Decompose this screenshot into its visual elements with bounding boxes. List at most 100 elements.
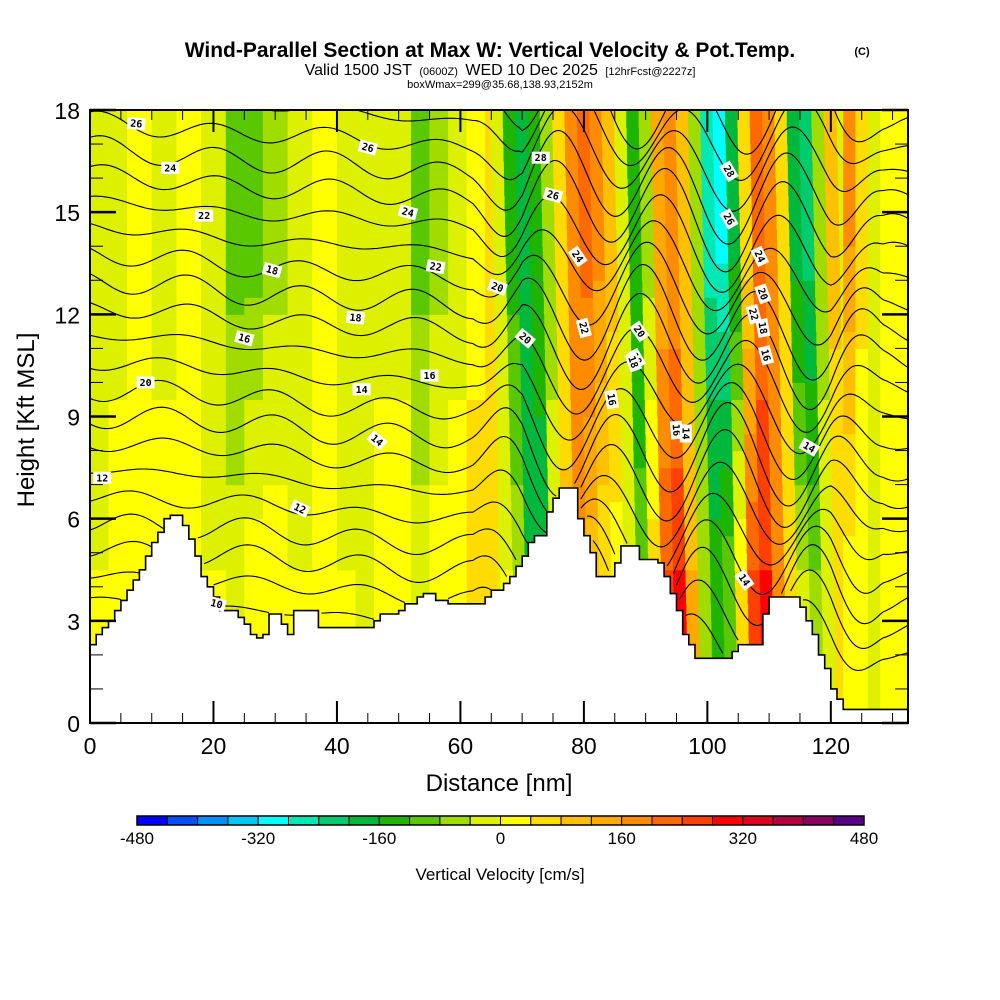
velocity-cell — [734, 535, 748, 554]
contour-label-box — [679, 424, 692, 443]
velocity-cell — [90, 212, 110, 230]
velocity-cell — [511, 501, 525, 520]
colorbar-tick-label: 0 — [496, 829, 505, 848]
contour-label: 16 — [604, 389, 620, 410]
velocity-cell — [594, 348, 608, 366]
velocity-cell — [176, 484, 202, 503]
velocity-cell — [448, 569, 468, 588]
velocity-cell — [892, 314, 908, 332]
contour-label-text: 28 — [720, 164, 736, 180]
velocity-cell — [603, 212, 617, 230]
velocity-cell — [592, 263, 606, 281]
velocity-cell — [867, 484, 881, 503]
velocity-cell — [312, 365, 338, 383]
velocity-cell — [355, 246, 375, 264]
contour-label-box — [567, 245, 588, 268]
velocity-cell — [151, 297, 177, 315]
velocity-cell — [681, 382, 695, 400]
velocity-cell — [645, 416, 659, 435]
velocity-cell — [552, 127, 566, 145]
velocity-cell — [533, 365, 546, 383]
velocity-cell — [374, 552, 394, 571]
velocity-cell — [151, 416, 177, 435]
isentrope-9 — [321, 611, 375, 620]
velocity-cell — [718, 382, 732, 400]
velocity-cell — [615, 161, 628, 179]
velocity-cell — [843, 161, 857, 179]
contour-label: 10 — [206, 595, 227, 612]
velocity-cell — [725, 127, 739, 145]
contour-label-text: 22 — [576, 321, 590, 335]
velocity-cell — [151, 399, 177, 418]
velocity-cell — [225, 433, 245, 452]
velocity-cell — [355, 603, 375, 622]
velocity-cell — [686, 620, 700, 639]
velocity-cell — [812, 144, 826, 162]
velocity-cell — [735, 586, 749, 605]
velocity-cell — [108, 246, 128, 264]
colorbar-segment — [560, 815, 592, 826]
velocity-cell — [818, 433, 832, 452]
contour-label-box — [195, 209, 214, 222]
velocity-cell — [374, 314, 394, 332]
velocity-cell — [738, 144, 751, 162]
velocity-cell — [448, 552, 468, 571]
velocity-cell — [803, 297, 817, 315]
velocity-cell — [750, 144, 764, 162]
contour-label: 18 — [624, 351, 643, 373]
velocity-cell — [553, 161, 567, 179]
velocity-cell — [629, 246, 643, 264]
velocity-cell — [892, 144, 908, 162]
velocity-cell — [776, 212, 790, 230]
velocity-cell — [805, 416, 819, 435]
velocity-cell — [287, 263, 313, 281]
velocity-cell — [287, 314, 313, 332]
velocity-cell — [728, 280, 742, 298]
velocity-cell — [892, 688, 908, 707]
velocity-cell — [201, 297, 227, 315]
velocity-cell — [892, 297, 908, 315]
velocity-cell — [822, 637, 836, 656]
contour-label: 18 — [755, 318, 771, 338]
colorbar-segment — [530, 815, 562, 826]
velocity-cell — [778, 314, 792, 332]
velocity-cell — [594, 365, 608, 383]
velocity-cell — [520, 348, 534, 366]
velocity-cell — [312, 212, 338, 230]
velocity-cell — [781, 433, 795, 452]
contour-label: 22 — [575, 317, 593, 339]
velocity-cell — [578, 178, 592, 196]
velocity-cell — [565, 144, 579, 162]
velocity-cell — [713, 127, 726, 145]
velocity-cell — [843, 450, 857, 469]
velocity-cell — [557, 348, 571, 366]
velocity-cell — [429, 331, 449, 349]
velocity-cell — [515, 127, 529, 145]
velocity-cell — [355, 127, 375, 145]
velocity-cell — [262, 297, 289, 315]
velocity-cell — [809, 603, 823, 622]
velocity-cell — [668, 348, 682, 366]
velocity-cell — [543, 263, 556, 281]
velocity-cell — [802, 246, 815, 264]
velocity-cell — [336, 467, 356, 486]
velocity-cell — [758, 518, 772, 537]
velocity-cell — [262, 433, 289, 452]
velocity-cell — [485, 365, 498, 383]
velocity-cell — [867, 297, 881, 315]
velocity-cell — [127, 450, 153, 469]
velocity-cell — [287, 382, 313, 400]
velocity-cell — [201, 178, 227, 196]
velocity-cell — [448, 365, 468, 383]
velocity-cell — [534, 433, 548, 452]
forecast-info: [12hrFcst@2227z] — [605, 66, 695, 78]
velocity-cell — [826, 229, 840, 247]
velocity-cell — [766, 314, 780, 332]
velocity-cell — [90, 382, 110, 400]
velocity-cell — [312, 467, 338, 486]
velocity-cell — [730, 382, 744, 400]
velocity-cell — [880, 297, 894, 315]
velocity-cell — [225, 382, 245, 400]
velocity-cell — [738, 178, 752, 196]
velocity-cell — [704, 280, 717, 298]
